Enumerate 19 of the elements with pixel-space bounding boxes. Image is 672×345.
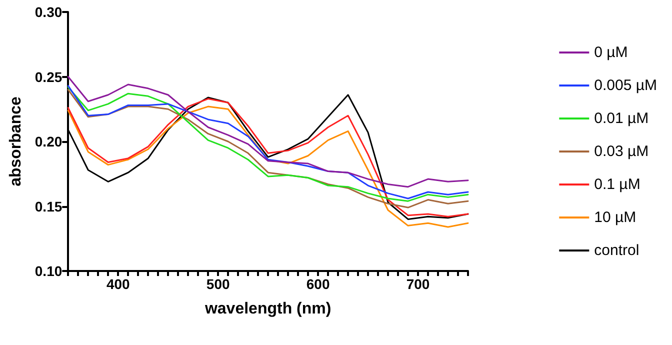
line-series [67,76,469,188]
x-tick-label: 400 [106,276,130,292]
legend-label: 10 µM [594,209,636,226]
y-tick-label: 0.15 [34,198,62,214]
legend-label: 0.03 µM [594,143,649,160]
legend-label: 0.005 µM [594,77,657,94]
y-tick-label: 0.10 [34,263,62,279]
y-tick-label: 0.30 [34,4,62,20]
x-tick-label: 500 [206,276,230,292]
y-axis-title: absorbance [8,96,24,186]
x-tick-label: 600 [306,276,330,292]
legend-label: 0.1 µM [594,176,640,193]
y-tick-label: 0.25 [34,68,62,85]
legend-label: control [594,242,640,259]
x-tick-label: 700 [406,276,430,292]
legend-label: 0 µM [594,44,628,61]
legend-label: 0.01 µM [594,110,649,127]
x-axis-title: wavelength (nm) [204,300,332,318]
y-tick-label: 0.20 [34,134,62,150]
